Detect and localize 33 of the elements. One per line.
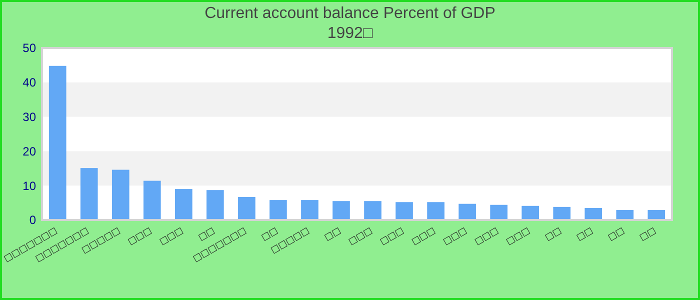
bar (553, 206, 571, 220)
bar (332, 201, 350, 220)
bar (143, 180, 161, 220)
bar (490, 204, 508, 220)
x-tick-label: □□ (323, 226, 343, 244)
y-tick-label: 30 (22, 110, 36, 124)
y-tick-label: 20 (22, 144, 36, 158)
bar (648, 210, 666, 220)
bar (616, 210, 634, 220)
x-tick-label: □□ (544, 226, 564, 244)
bar (174, 189, 192, 220)
bar (206, 190, 224, 220)
bar (301, 200, 318, 220)
bar (396, 202, 413, 220)
y-tick-label: 0 (29, 213, 36, 228)
x-tick-label: □□ (575, 226, 595, 244)
x-tick-label: □□ (606, 226, 626, 244)
chart-title: Current account balance Percent of GDP (204, 5, 496, 22)
bar (458, 204, 476, 220)
y-tick-label: 50 (22, 41, 36, 56)
bar (522, 206, 540, 220)
bar (238, 196, 256, 220)
bar (112, 170, 130, 220)
bar (48, 66, 66, 220)
chart-subtitle: 1992□ (327, 25, 373, 42)
bar (364, 201, 382, 220)
x-tick-label: □□ (638, 226, 658, 244)
y-tick-label: 40 (22, 76, 36, 90)
bar (584, 208, 602, 220)
bar (80, 168, 98, 220)
bar (270, 200, 287, 220)
bar (427, 202, 444, 220)
y-tick-label: 10 (22, 178, 36, 193)
